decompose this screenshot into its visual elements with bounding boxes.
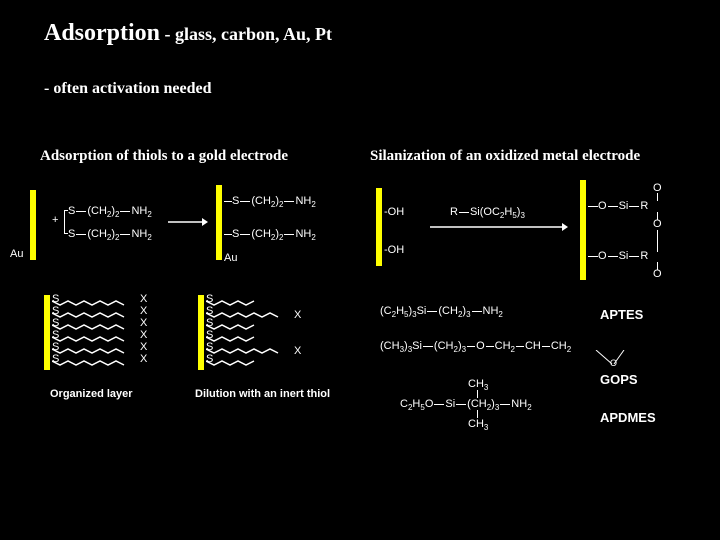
apdmes-ch3-bot: CH3 bbox=[468, 418, 488, 432]
vbond-3a bbox=[477, 390, 478, 398]
plus: + bbox=[52, 214, 58, 226]
oh-1: -OH bbox=[384, 206, 404, 218]
arrow-1 bbox=[168, 215, 208, 229]
subtitle: - often activation needed bbox=[44, 80, 212, 98]
gops-formula: (CH3)3Si(CH2)3OCH2CHCH2 bbox=[380, 340, 571, 354]
silane-reagent: RSi(OC2H5)3 bbox=[450, 206, 525, 220]
vbond-2b bbox=[657, 262, 658, 270]
x-dil-1: X bbox=[294, 309, 301, 321]
dilution-layer-svg bbox=[206, 295, 326, 373]
au-electrode-2 bbox=[216, 185, 222, 265]
metal-electrode-2 bbox=[580, 180, 586, 285]
metal-electrode-1 bbox=[376, 188, 382, 271]
s-col-2: SSSSSS bbox=[206, 293, 213, 365]
section-left: Adsorption of thiols to a gold electrode bbox=[40, 148, 288, 165]
au-electrode-4 bbox=[198, 295, 204, 375]
epoxide-lines bbox=[588, 350, 628, 368]
organized-layer-svg bbox=[52, 295, 172, 373]
thiol-line-2: S(CH2)2NH2 bbox=[68, 228, 152, 242]
apdmes-formula: C2H5OSi(CH2)3NH2 bbox=[400, 398, 532, 412]
aptes-label: APTES bbox=[600, 307, 643, 322]
caption-organized: Organized layer bbox=[50, 388, 133, 400]
title-main: Adsorption bbox=[44, 20, 160, 46]
caption-dilution: Dilution with an inert thiol bbox=[195, 388, 330, 400]
osi-1: OSiR bbox=[588, 200, 648, 212]
title-dash: - bbox=[160, 24, 175, 44]
apdmes-ch3-top: CH3 bbox=[468, 378, 488, 392]
x-dil-2: X bbox=[294, 345, 301, 357]
arrow-2 bbox=[430, 220, 568, 234]
gops-label: GOPS bbox=[600, 372, 638, 387]
thiol-bracket bbox=[64, 210, 68, 234]
title-rest: glass, carbon, Au, Pt bbox=[175, 24, 332, 44]
thiol-line-1: S(CH2)2NH2 bbox=[68, 205, 152, 219]
au-electrode-1 bbox=[30, 190, 36, 265]
vbond-1b bbox=[657, 212, 658, 220]
apdmes-label: APDMES bbox=[600, 410, 656, 425]
au-label-1: Au bbox=[10, 248, 23, 260]
section-right: Silanization of an oxidized metal electr… bbox=[370, 148, 640, 165]
au-label-2: Au bbox=[224, 252, 237, 264]
vbond-1a bbox=[657, 193, 658, 201]
aptes-formula: (C2H5)3Si(CH2)3NH2 bbox=[380, 305, 503, 319]
au-electrode-3 bbox=[44, 295, 50, 375]
oh-2: -OH bbox=[384, 244, 404, 256]
osi-2: OSiR bbox=[588, 250, 648, 262]
s-col-1: SSSSSS bbox=[52, 293, 59, 365]
vbond-2a bbox=[657, 230, 658, 252]
thiol-prod-1: S(CH2)2NH2 bbox=[224, 195, 316, 209]
thiol-prod-2: S(CH2)2NH2 bbox=[224, 228, 316, 242]
page-title: Adsorption - glass, carbon, Au, Pt bbox=[44, 20, 332, 47]
x-col-1: XXXXXX bbox=[140, 293, 147, 365]
vbond-3b bbox=[477, 410, 478, 418]
